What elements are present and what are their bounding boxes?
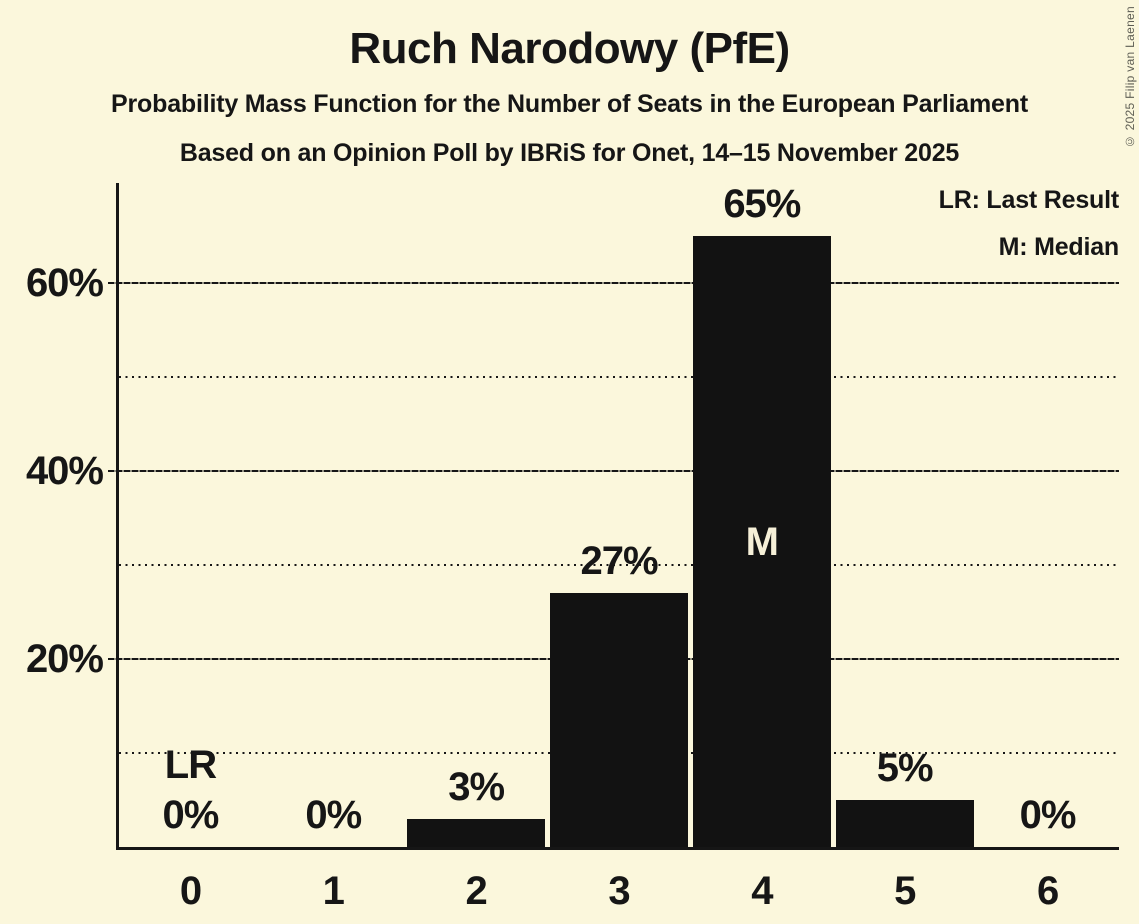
- y-tick-label: 40%: [25, 449, 104, 493]
- gridline-dotted: [119, 564, 1119, 566]
- x-tick-label: 4: [751, 869, 773, 913]
- legend-last-result: LR: Last Result: [938, 186, 1120, 214]
- bar-value-label: 5%: [876, 746, 934, 790]
- bar: [407, 818, 546, 847]
- x-tick-label: 1: [322, 869, 345, 913]
- bar-value-label: 27%: [580, 539, 658, 584]
- chart-title: Ruch Narodowy (PfE): [349, 24, 790, 73]
- gridline-solid: [108, 282, 1119, 284]
- x-tick-label: 3: [608, 869, 630, 913]
- bar-value-label: 0%: [305, 793, 362, 837]
- y-tick-label: 20%: [25, 637, 104, 681]
- bar-value-label: 0%: [162, 793, 220, 837]
- bar: [550, 593, 688, 847]
- plot-area: LR: Last Result M: Median 0% 0 0% 1 3% 2 27% 3 6…: [108, 182, 1120, 911]
- last-result-label: LR: [164, 743, 217, 787]
- bar: [835, 800, 974, 847]
- copyright-notice: © 2025 Filip van Laenen: [1123, 6, 1137, 149]
- median-label: M: [745, 519, 779, 564]
- y-tick-label: 60%: [25, 261, 104, 305]
- x-tick-label: 2: [465, 869, 488, 913]
- bar-value-label: 0%: [1019, 793, 1077, 837]
- chart-poll-line: Based on an Opinion Poll by IBRiS for On…: [179, 139, 960, 167]
- bar-value-label: 3%: [448, 764, 505, 809]
- bar: [692, 236, 831, 847]
- legend: LR: Last Result M: Median: [938, 185, 1120, 279]
- x-tick-label: 6: [1036, 869, 1059, 913]
- gridline-solid: [108, 470, 1119, 472]
- x-tick-label: 0: [179, 869, 202, 913]
- legend-median: M: Median: [998, 233, 1120, 261]
- gridline-dotted: [119, 376, 1119, 378]
- bar-value-label: 65%: [723, 182, 801, 226]
- x-tick-label: 5: [894, 869, 916, 913]
- chart-subtitle: Probability Mass Function for the Number…: [111, 90, 1028, 118]
